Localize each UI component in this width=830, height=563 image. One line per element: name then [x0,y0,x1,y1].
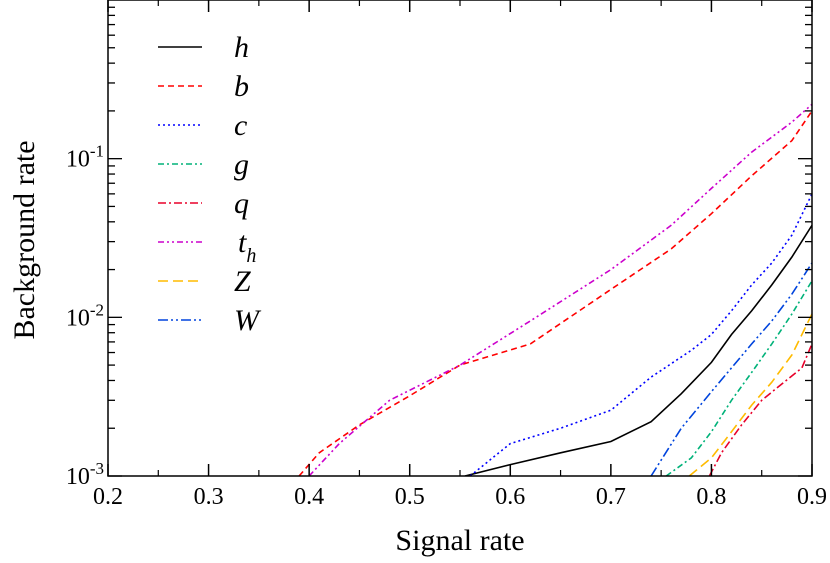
axes: 0.2 0.3 0.4 0.5 0.6 0.7 0.8 0.910-310-210-1 [66,0,827,510]
x-axis-label: Signal rate [395,524,524,557]
y-tick-label: 10-1 [66,142,104,173]
legend-name: h [234,31,249,64]
y-tick-exponent: -3 [90,459,104,478]
legend-label: W [234,304,262,337]
legend-label: q [234,187,249,220]
y-tick-exponent: -2 [90,300,104,319]
x-tick-label: 0.9 [797,484,827,510]
legend-name: W [234,304,262,337]
legend-label: g [234,148,249,181]
legend-label: th [238,226,256,267]
x-tick-label: 0.4 [294,484,324,510]
y-tick-label: 10-3 [66,459,104,490]
series-line-q [708,343,812,476]
y-tick-base: 10 [66,305,90,331]
y-tick-label: 10-2 [66,300,104,331]
x-tick-label: 0.7 [596,484,626,510]
legend-subscript: h [246,245,256,267]
y-tick-exponent: -1 [90,142,104,161]
y-axis-label: Background rate [8,140,41,339]
legend-label: h [234,31,249,64]
legend-name: Z [234,265,251,298]
legend-label: c [234,109,247,142]
y-tick-base: 10 [66,147,90,173]
series-line-h [464,224,812,476]
plot-frame [107,0,813,477]
legend-name: t [238,226,247,259]
legend-name: b [234,70,249,103]
series-line-Z [688,313,812,476]
series-line-t-h [308,103,812,476]
legend-label: b [234,70,249,103]
x-tick-label: 0.8 [696,484,726,510]
x-tick-label: 0.5 [395,484,425,510]
plot-lines [298,103,812,476]
series-line-c [469,193,812,476]
series-line-b [298,110,812,476]
series-line-W [650,262,812,476]
legend-label: Z [234,265,251,298]
legend-name: c [234,109,247,142]
x-tick-label: 0.3 [194,484,224,510]
y-tick-base: 10 [66,464,90,490]
x-tick-label: 0.6 [495,484,525,510]
legend-name: q [234,187,249,220]
series-line-g [665,280,812,476]
x-tick-label: 0.2 [93,484,123,510]
legend-name: g [234,148,249,181]
